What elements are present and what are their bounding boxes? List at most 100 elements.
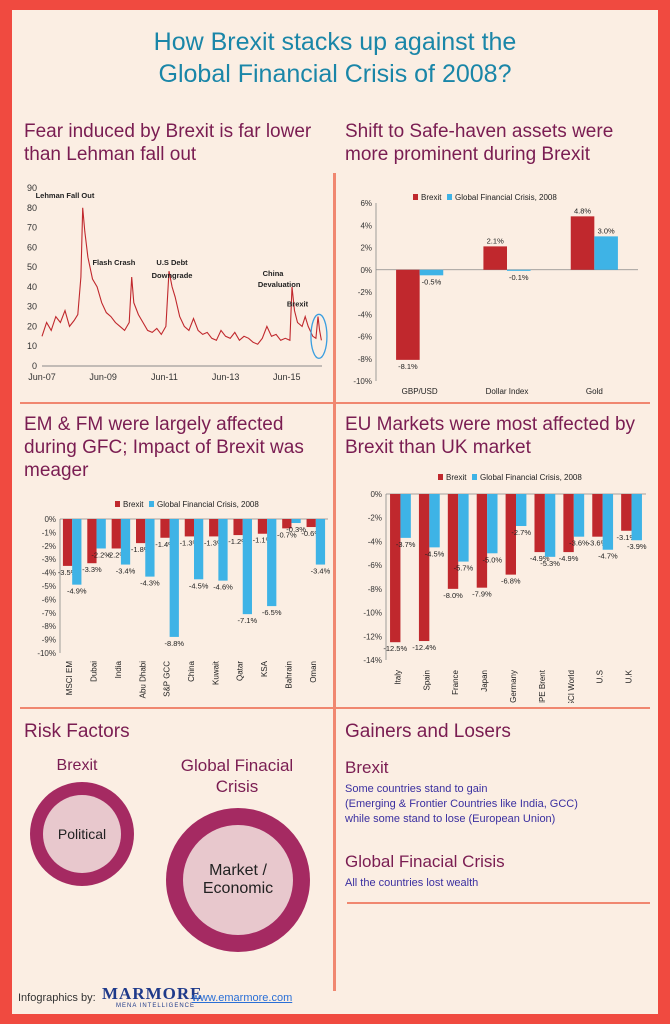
brexit-highlight-ellipse <box>310 313 328 359</box>
data-label-brexit: -0.7% <box>277 530 297 539</box>
data-label-gfc: -3.4% <box>311 567 331 576</box>
brexit-risk-circle: Political <box>30 782 134 886</box>
horizontal-divider-1 <box>20 402 650 404</box>
data-label-gfc: -4.9% <box>67 587 87 596</box>
y-tick-label: -1% <box>42 528 56 537</box>
y-tick-label: -8% <box>368 585 382 594</box>
bar-gfc <box>400 494 411 538</box>
bar-gfc <box>594 236 618 270</box>
data-label-gfc: -0.5% <box>422 277 442 286</box>
y-tick-label: -8% <box>358 355 372 364</box>
bar-gfc <box>169 519 179 637</box>
bar-gfc <box>602 494 614 550</box>
data-label-brexit: -3.3% <box>82 565 102 574</box>
data-label-brexit: -1.8% <box>131 545 151 554</box>
data-label-gfc: -5.0% <box>483 555 503 564</box>
horizontal-divider-2 <box>20 707 650 709</box>
y-tick-label: -4% <box>368 537 382 546</box>
annotation-label: Downgrade <box>152 271 193 280</box>
data-label-gfc: -8.8% <box>164 639 184 648</box>
bar-gfc <box>487 494 498 554</box>
y-tick-label: 70 <box>27 223 37 233</box>
em-fm-bar-chart: 0% -1% -2% -3% -4% -5% -6% -7% -8% -9% -10% -3.5% -4… <box>37 500 331 698</box>
panel4-title: EU Markets were most affected by Brexit … <box>345 413 635 459</box>
gainers-losers-heading: Gainers and Losers <box>345 721 511 742</box>
risk-gfc-label-line1: Global Finacial <box>180 756 294 775</box>
x-tick-label: Jun-15 <box>273 372 301 382</box>
category-label: Dubai <box>90 661 99 682</box>
annotation-label: Brexit <box>287 300 309 309</box>
gfc-risk-factor-line2: Economic <box>202 880 274 897</box>
category-label: GBP/USD <box>402 387 438 395</box>
category-label: S&P GCC <box>163 661 172 697</box>
data-label-brexit: -1.3% <box>204 538 224 547</box>
category-label: Qatar <box>236 661 245 681</box>
gainers-gfc-title: Global Finacial Crisis <box>345 852 505 871</box>
bar-gfc <box>516 494 527 527</box>
data-label-gfc: -2.7% <box>511 528 531 537</box>
data-label-brexit: -12.4% <box>412 643 436 652</box>
legend-swatch-brexit <box>413 194 418 200</box>
gainers-brexit-line3: while some stand to lose (European Union… <box>345 813 556 825</box>
data-label-brexit: -1.3% <box>180 538 200 547</box>
data-label-brexit: -8.0% <box>443 591 463 600</box>
category-label: Germany <box>509 670 518 703</box>
gfc-risk-factor: Market / Economic <box>183 825 293 935</box>
gfc-risk-factor-line1: Market / <box>209 862 267 879</box>
bar-brexit <box>111 519 121 549</box>
data-label-brexit: -1.1% <box>253 536 273 545</box>
marmore-logo-subtitle: MENA INTELLIGENCE <box>116 1003 196 1009</box>
legend-label-gfc: Global Financial Crisis, 2008 <box>455 193 557 202</box>
bar-brexit <box>534 494 545 553</box>
eu-markets-bar-chart: 0% -2% -4% -6% -8% -10% -12% -14%-12.5% -3.7% Ita… <box>363 473 647 703</box>
data-label-brexit: -4.9% <box>530 554 550 563</box>
category-label: IPE Brent <box>538 669 547 703</box>
footer-label: Infographics by: <box>18 992 96 1004</box>
y-tick-label: -5% <box>42 582 56 591</box>
bar-gfc <box>458 494 469 562</box>
bar-brexit <box>505 494 516 575</box>
y-tick-label: -10% <box>363 609 382 618</box>
bar-gfc <box>631 494 642 541</box>
legend-label-brexit: Brexit <box>446 473 467 482</box>
safe-haven-bar-chart: 6% 4% 2% 0% -2% -4% -6% -8% -10% -8.1% -0.5% GBP/US… <box>353 193 638 395</box>
category-label: China <box>187 660 196 681</box>
bar-brexit <box>306 519 316 528</box>
footer-url-link[interactable]: www.emarmore.com <box>192 992 293 1004</box>
category-label: Gold <box>586 387 603 395</box>
category-label: MSCI World <box>567 670 576 703</box>
legend-swatch-gfc <box>472 474 477 480</box>
legend-label-gfc: Global Financial Crisis, 2008 <box>157 500 259 509</box>
bar-gfc <box>218 519 228 581</box>
bar-brexit <box>257 519 268 534</box>
panel1-title-line1: Fear induced by Brexit is far lower <box>24 121 312 142</box>
y-tick-label: 6% <box>360 199 372 208</box>
data-label-gfc: -4.7% <box>598 552 618 561</box>
bar-brexit <box>621 494 632 531</box>
vix-line-chart: 0 10 20 30 40 50 60 70 80 90 Jun-07 Jun-09 Jun-11 Jun… <box>27 183 328 382</box>
data-label-brexit: -1.4% <box>155 540 175 549</box>
y-tick-label: 90 <box>27 183 37 193</box>
y-tick-label: 30 <box>27 302 37 312</box>
y-tick-label: -6% <box>358 333 372 342</box>
y-tick-label: -4% <box>42 569 56 578</box>
panel2-title: Shift to Safe-haven assets were more pro… <box>345 120 613 166</box>
legend-swatch-gfc <box>447 194 452 200</box>
data-label-brexit: -3.1% <box>617 533 637 542</box>
y-tick-label: 0% <box>370 490 382 499</box>
data-label-gfc: -6.5% <box>262 608 282 617</box>
bar-brexit <box>418 494 430 642</box>
category-label: Bahrain <box>284 661 293 689</box>
data-label-gfc: -3.9% <box>627 542 647 551</box>
data-label-gfc: -4.3% <box>140 579 160 588</box>
category-label: France <box>451 669 460 694</box>
panel3-title-line1: EM & FM were largely affected <box>24 414 284 435</box>
bar-gfc <box>544 494 556 557</box>
bar-gfc <box>315 519 326 565</box>
marmore-logo: MARMORE <box>102 984 203 1003</box>
bar-brexit <box>390 494 401 643</box>
bar-gfc <box>267 519 277 607</box>
y-tick-label: -14% <box>363 656 382 665</box>
bar-brexit <box>62 519 73 566</box>
bar-gfc <box>429 494 440 548</box>
